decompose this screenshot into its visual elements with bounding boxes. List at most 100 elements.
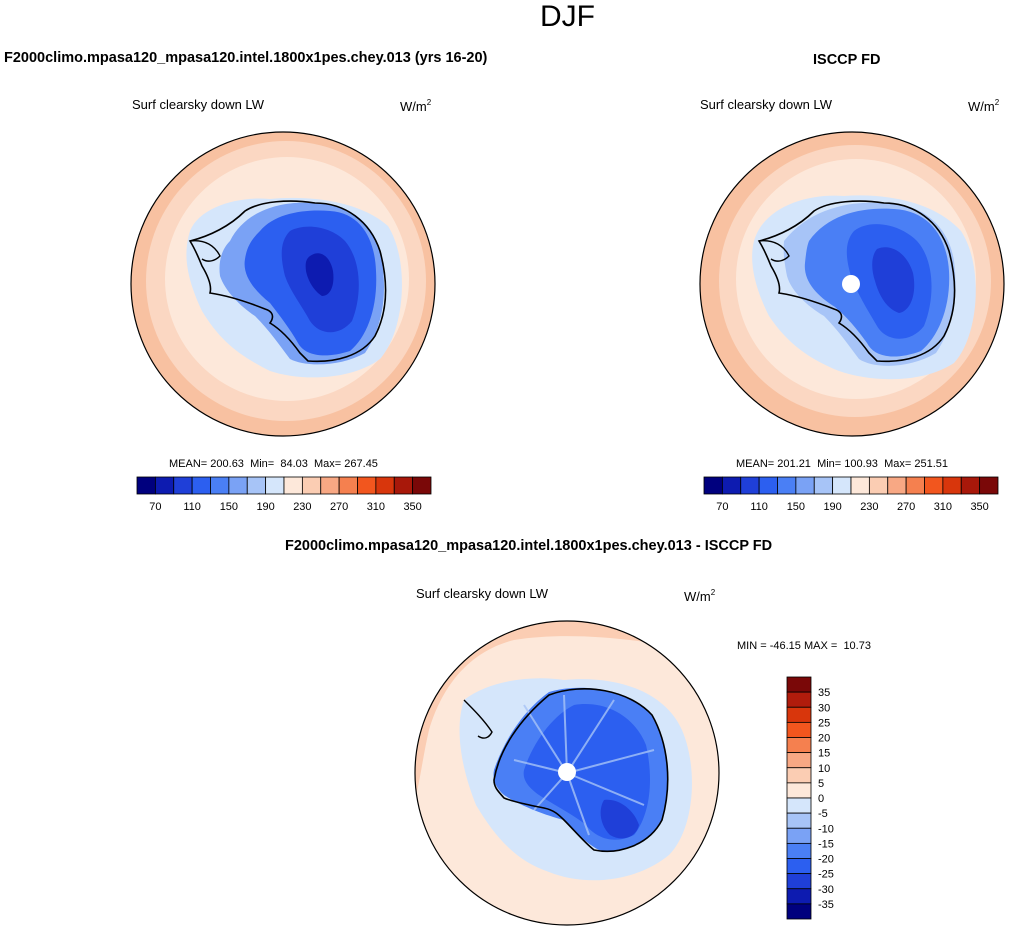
obs-units-exp: 2 (994, 98, 1000, 107)
diff-map-border (414, 620, 720, 926)
obs-mean-value: 201.21 (777, 458, 811, 470)
obs-map-border (699, 131, 1005, 437)
model-mean-label: MEAN= (169, 458, 208, 470)
diff-units-base: W/m (684, 589, 711, 604)
diff-colorbar-swatch (786, 676, 812, 693)
diff-colorbar-swatch (786, 812, 812, 829)
model-colorbar-tick-label: 150 (220, 501, 238, 513)
model-polar-map (130, 131, 436, 437)
model-colorbar-swatch (191, 476, 211, 495)
model-units-label: W/m2 (400, 98, 431, 114)
model-colorbar-swatch (210, 476, 230, 495)
diff-pole-hole (558, 763, 576, 781)
diff-colorbar-swatch (786, 721, 812, 738)
model-max-label: Max= (314, 458, 342, 470)
model-colorbar-swatch (173, 476, 193, 495)
model-colorbar-tick-label: 70 (149, 501, 161, 513)
diff-colorbar-swatch (786, 782, 812, 799)
obs-max-label: Max= (884, 458, 912, 470)
obs-colorbar-tick-label: 270 (897, 501, 915, 513)
model-min-label: Min= (250, 458, 275, 470)
diff-colorbar-tick-label: -30 (818, 884, 834, 896)
diff-variable-label: Surf clearsky down LW (416, 586, 548, 601)
model-colorbar-swatch (338, 476, 358, 495)
model-colorbar-swatch (154, 476, 175, 495)
model-mean-value: 200.63 (210, 458, 244, 470)
model-colorbar-tick-label: 270 (330, 501, 348, 513)
obs-interior-3 (872, 247, 915, 313)
model-colorbar-tick-label: 350 (403, 501, 421, 513)
obs-coastline (757, 200, 956, 363)
diff-units-label: W/m2 (684, 588, 715, 604)
diff-peninsula (463, 699, 493, 739)
model-colorbar: 70 110 150 190 230 270 310 350 (136, 476, 432, 513)
obs-colorbar-swatch (868, 476, 889, 495)
diff-colorbar-swatch (786, 873, 812, 890)
diff-colorbar-swatch (786, 737, 812, 754)
diff-colorbar-tick-label: -25 (818, 869, 834, 881)
obs-polar-map (699, 131, 1005, 437)
model-panel-title: F2000climo.mpasa120_mpasa120.intel.1800x… (4, 50, 488, 66)
model-colorbar-swatch (412, 476, 432, 495)
model-colorbar-swatch (375, 476, 395, 495)
diff-colorbar-tick-label: 30 (818, 702, 830, 714)
obs-colorbar-swatch (813, 476, 834, 495)
obs-colorbar-tick-label: 190 (823, 501, 841, 513)
obs-colorbar-tick-label: 230 (860, 501, 878, 513)
model-colorbar-tick-label: 110 (183, 501, 201, 513)
obs-min-value: 100.93 (844, 458, 878, 470)
diff-polar-map (414, 620, 720, 926)
model-colorbar-swatch (246, 476, 267, 495)
obs-colorbar-swatch (887, 476, 907, 495)
model-colorbar-swatch (357, 476, 377, 495)
obs-colorbar-swatch (721, 476, 742, 495)
obs-colorbar-swatch (795, 476, 815, 495)
diff-max-value: 10.73 (843, 640, 871, 652)
diff-colorbar-tick-label: -10 (818, 823, 834, 835)
obs-colorbar-tick-label: 70 (716, 501, 728, 513)
model-colorbar-swatch (136, 476, 156, 495)
obs-colorbar: 70 110 150 190 230 270 310 350 (703, 476, 999, 513)
diff-colorbar-swatch (786, 827, 812, 844)
diff-colorbar-swatch (786, 797, 812, 814)
diff-colorbar-swatch (786, 888, 812, 905)
diff-colorbar-tick-label: 15 (818, 748, 830, 760)
diff-colorbar-swatch (786, 752, 812, 769)
diff-colorbar-tick-label: -20 (818, 854, 834, 866)
obs-variable-label: Surf clearsky down LW (700, 97, 832, 112)
obs-pole-hole (842, 275, 860, 293)
diff-colorbar-swatch (786, 903, 812, 920)
model-colorbar-swatch (320, 476, 340, 495)
diff-colorbar-swatch (786, 706, 812, 723)
obs-mean-label: MEAN= (736, 458, 775, 470)
diff-min-label: MIN = (737, 640, 767, 652)
diff-colorbar-tick-label: 10 (818, 763, 830, 775)
obs-colorbar-swatch (832, 476, 852, 495)
model-units-base: W/m (400, 99, 427, 114)
diff-colorbar-tick-label: -35 (818, 899, 834, 911)
diff-colorbar-swatch (786, 767, 812, 784)
obs-units-label: W/m2 (968, 98, 999, 114)
diff-panel-title: F2000climo.mpasa120_mpasa120.intel.1800x… (285, 538, 773, 554)
obs-colorbar-swatch (777, 476, 797, 495)
obs-colorbar-tick-label: 310 (934, 501, 952, 513)
model-colorbar-swatch (301, 476, 322, 495)
model-map-border (130, 131, 436, 437)
model-colorbar-tick-label: 230 (293, 501, 311, 513)
diff-colorbar-tick-label: 25 (818, 717, 830, 729)
model-coastline (188, 200, 387, 363)
diff-radial-streaks (513, 694, 655, 836)
model-colorbar-tick-label: 310 (367, 501, 385, 513)
diff-colorbar-tick-label: -5 (818, 808, 828, 820)
diff-coastline (493, 688, 669, 852)
diff-units-exp: 2 (710, 588, 716, 597)
diff-colorbar-swatch (786, 842, 812, 859)
obs-min-label: Min= (817, 458, 842, 470)
model-min-value: 84.03 (280, 458, 308, 470)
obs-colorbar-swatch (703, 476, 723, 495)
model-colorbar-swatch (265, 476, 285, 495)
model-colorbar-swatch (228, 476, 248, 495)
diff-land-3 (600, 799, 639, 839)
diff-min-value: -46.15 (769, 640, 801, 652)
model-variable-label: Surf clearsky down LW (132, 97, 264, 112)
